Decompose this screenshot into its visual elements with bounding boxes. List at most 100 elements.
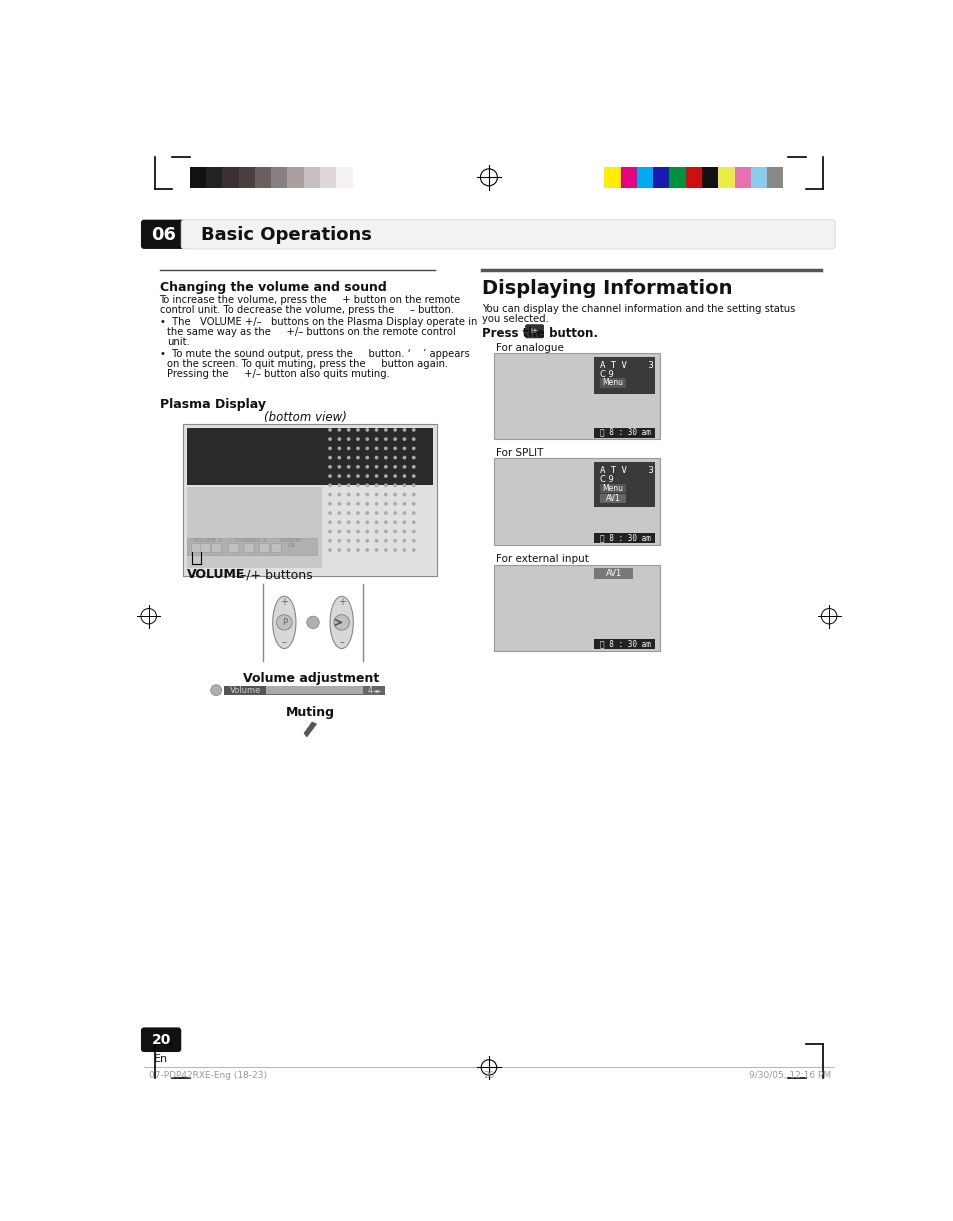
Circle shape xyxy=(375,485,377,486)
Circle shape xyxy=(394,521,395,524)
Circle shape xyxy=(329,457,331,459)
Circle shape xyxy=(356,512,358,514)
Bar xyxy=(224,685,385,695)
FancyBboxPatch shape xyxy=(200,543,211,552)
Circle shape xyxy=(375,465,377,468)
Circle shape xyxy=(394,503,395,505)
Circle shape xyxy=(366,485,368,486)
Circle shape xyxy=(337,512,340,514)
Circle shape xyxy=(412,530,415,532)
Circle shape xyxy=(412,457,415,459)
Circle shape xyxy=(356,457,358,459)
Circle shape xyxy=(375,493,377,496)
Bar xyxy=(599,493,625,503)
Circle shape xyxy=(394,438,395,441)
Text: •  To mute the sound output, press the     button. ‘    ’ appears: • To mute the sound output, press the bu… xyxy=(159,349,469,359)
Bar xyxy=(266,686,363,694)
Bar xyxy=(599,484,625,493)
Circle shape xyxy=(329,521,331,524)
Bar xyxy=(750,166,766,188)
Text: ◄►: ◄► xyxy=(373,687,382,692)
Circle shape xyxy=(375,549,377,551)
Circle shape xyxy=(347,530,350,532)
Circle shape xyxy=(337,457,340,459)
Circle shape xyxy=(366,447,368,449)
Circle shape xyxy=(337,549,340,551)
Bar xyxy=(653,166,669,188)
Circle shape xyxy=(384,465,387,468)
Text: For SPLIT: For SPLIT xyxy=(496,448,542,458)
Text: For external input: For external input xyxy=(496,554,588,564)
Circle shape xyxy=(384,475,387,477)
Text: Volume: Volume xyxy=(230,686,261,695)
Circle shape xyxy=(366,549,368,551)
Circle shape xyxy=(394,549,395,551)
Bar xyxy=(254,166,271,188)
Bar xyxy=(701,166,718,188)
Polygon shape xyxy=(304,723,315,736)
Bar xyxy=(594,427,654,437)
Circle shape xyxy=(375,521,377,524)
Circle shape xyxy=(366,429,368,431)
Circle shape xyxy=(403,521,405,524)
Bar xyxy=(238,166,254,188)
Circle shape xyxy=(394,457,395,459)
FancyBboxPatch shape xyxy=(212,543,221,552)
Circle shape xyxy=(384,530,387,532)
Circle shape xyxy=(394,475,395,477)
Text: –: – xyxy=(281,637,287,647)
Circle shape xyxy=(337,438,340,441)
Bar xyxy=(187,487,322,568)
Circle shape xyxy=(384,493,387,496)
Text: (bottom view): (bottom view) xyxy=(264,411,346,425)
Circle shape xyxy=(356,493,358,496)
Circle shape xyxy=(384,512,387,514)
Text: ⧖ 8 : 30 am: ⧖ 8 : 30 am xyxy=(599,534,650,542)
Circle shape xyxy=(366,465,368,468)
Circle shape xyxy=(412,512,415,514)
Circle shape xyxy=(412,521,415,524)
Circle shape xyxy=(412,475,415,477)
Bar xyxy=(271,166,287,188)
Circle shape xyxy=(356,503,358,505)
Text: 4: 4 xyxy=(368,686,373,695)
Circle shape xyxy=(347,447,350,449)
Circle shape xyxy=(347,540,350,542)
Circle shape xyxy=(337,521,340,524)
Text: You can display the channel information and the setting status: You can display the channel information … xyxy=(481,304,795,314)
Circle shape xyxy=(329,493,331,496)
Circle shape xyxy=(412,549,415,551)
Bar xyxy=(222,166,238,188)
Text: C 9: C 9 xyxy=(599,475,613,485)
Text: i+: i+ xyxy=(530,328,538,335)
FancyBboxPatch shape xyxy=(525,325,543,338)
Circle shape xyxy=(347,429,350,431)
Circle shape xyxy=(403,447,405,449)
Text: ⧖ 8 : 30 am: ⧖ 8 : 30 am xyxy=(599,640,650,648)
Circle shape xyxy=(356,438,358,441)
Text: +: + xyxy=(337,597,345,607)
Circle shape xyxy=(347,485,350,486)
Circle shape xyxy=(412,485,415,486)
Text: Pressing the     +/– button also quits muting.: Pressing the +/– button also quits mutin… xyxy=(167,369,390,379)
Bar xyxy=(604,166,620,188)
Text: ⧖ 8 : 30 am: ⧖ 8 : 30 am xyxy=(599,427,650,437)
Bar xyxy=(594,534,654,543)
Circle shape xyxy=(347,465,350,468)
Circle shape xyxy=(403,540,405,542)
Circle shape xyxy=(337,429,340,431)
Circle shape xyxy=(347,521,350,524)
Circle shape xyxy=(384,457,387,459)
Bar xyxy=(594,357,654,393)
Text: control unit. To decrease the volume, press the     – button.: control unit. To decrease the volume, pr… xyxy=(159,305,454,315)
Circle shape xyxy=(356,429,358,431)
Bar xyxy=(187,427,433,485)
Circle shape xyxy=(403,457,405,459)
Circle shape xyxy=(403,549,405,551)
Text: 9/30/05, 12:16 PM: 9/30/05, 12:16 PM xyxy=(748,1071,830,1079)
Circle shape xyxy=(403,503,405,505)
Circle shape xyxy=(337,503,340,505)
Circle shape xyxy=(329,475,331,477)
Circle shape xyxy=(403,465,405,468)
Circle shape xyxy=(412,503,415,505)
